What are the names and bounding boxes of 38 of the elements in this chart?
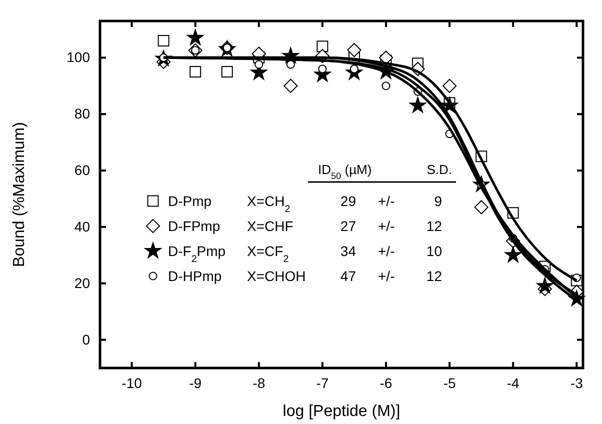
- annotation: 27: [340, 218, 356, 234]
- annotation: 10: [426, 243, 442, 259]
- annotation: +/-: [378, 243, 396, 259]
- annotation: 12: [426, 268, 442, 284]
- legend-label: D-HPmp: [168, 268, 222, 284]
- annotation: 12: [426, 218, 442, 234]
- y-tick-label: 100: [66, 49, 90, 66]
- y-tick-label: 60: [74, 162, 90, 178]
- x-tick-label: -6: [380, 374, 392, 391]
- x-axis-title: log [Peptide (M)]: [282, 403, 400, 420]
- annotation: +/-: [378, 268, 396, 284]
- y-tick-label: 20: [74, 274, 90, 291]
- x-tick-label: -10: [122, 374, 142, 391]
- annotation: 47: [340, 268, 356, 284]
- x-tick-label: -4: [506, 374, 520, 391]
- x-tick-label: -8: [252, 374, 266, 391]
- x-tick-label: -9: [189, 374, 202, 391]
- legend-label: D-FPmp: [168, 218, 220, 234]
- annotation: +/-: [378, 193, 396, 209]
- y-tick-label: 80: [74, 106, 90, 122]
- y-tick-label: 0: [82, 331, 90, 348]
- annotation: 34: [340, 243, 356, 259]
- y-tick-label: 40: [74, 218, 90, 234]
- legend-label: D-F$_{2}$Pmp: [168, 243, 226, 264]
- y-axis-title: Bound (%Maximum): [11, 122, 28, 267]
- annotation: X=CHF: [247, 218, 294, 234]
- x-tick-label: -7: [316, 374, 329, 391]
- x-tick-label: -3: [570, 374, 584, 391]
- annotation: +/-: [378, 218, 396, 234]
- annotation: S.D.: [426, 162, 452, 177]
- annotation: ID$_{50}$ (µM): [318, 162, 372, 181]
- legend-label: D-Pmp: [168, 193, 212, 209]
- annotation: 9: [434, 193, 442, 209]
- annotation: X=CF$_{2}$: [247, 243, 289, 264]
- x-tick-label: -5: [443, 374, 456, 391]
- annotation: X=CH$_{2}$: [247, 193, 290, 214]
- annotation: X=CHOH: [247, 268, 306, 284]
- annotation: 29: [340, 193, 356, 209]
